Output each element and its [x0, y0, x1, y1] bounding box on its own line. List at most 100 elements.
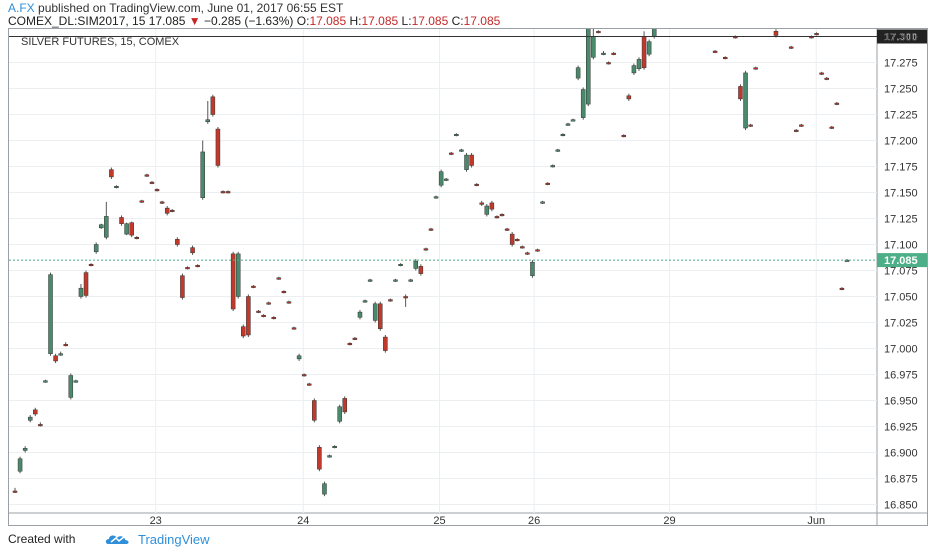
time-tick-label: Jun [807, 515, 825, 525]
candle [220, 190, 226, 194]
price-label-text: 17.300 [884, 32, 918, 44]
candle-body [489, 202, 495, 210]
candle [164, 206, 170, 216]
candle [712, 50, 718, 54]
candle-body [286, 301, 292, 304]
candle [484, 203, 490, 217]
publish-line: A.FX published on TradingView.com, June … [8, 1, 343, 15]
candle [449, 151, 454, 156]
candle [139, 199, 145, 203]
candle [469, 152, 474, 168]
candle-body [398, 264, 403, 267]
grid [9, 10, 927, 525]
candle [83, 270, 89, 298]
ticker-label: COMEX_DL:SIM2017, 15 [8, 14, 146, 28]
time-axis[interactable]: 23 24 25 26 29 Jun [150, 515, 826, 527]
candle-body [575, 67, 581, 79]
candle-body [596, 31, 601, 34]
candle [413, 259, 419, 271]
tradingview-brand[interactable]: TradingView [138, 532, 210, 547]
candle-body [301, 374, 307, 377]
candle [479, 200, 484, 207]
candle-body [256, 310, 261, 313]
candle-body [195, 265, 200, 268]
price-tick-label: 17.050 [884, 292, 918, 304]
candle [93, 242, 99, 254]
candle [175, 237, 180, 247]
candle-body [530, 261, 535, 276]
candle-body [88, 264, 94, 267]
candle [327, 454, 332, 458]
candle-body [479, 202, 484, 205]
price-tick-label: 16.975 [884, 370, 918, 382]
author-link[interactable]: A.FX [8, 1, 35, 15]
candle [241, 324, 246, 339]
candle-body [367, 279, 373, 282]
candle [514, 238, 520, 242]
price-tick-label: 17.125 [884, 214, 918, 226]
candle [631, 63, 637, 75]
candle-body [565, 123, 571, 126]
candle-body [210, 96, 216, 115]
candle [535, 248, 540, 252]
candle [829, 125, 835, 130]
candle-body [220, 191, 226, 194]
candle-body [317, 447, 322, 470]
candle-body [631, 65, 637, 74]
candle-body [834, 102, 840, 105]
candle [190, 245, 195, 255]
candle-body [276, 277, 282, 280]
candle-body [180, 275, 185, 298]
candle [621, 134, 627, 138]
candle [73, 379, 79, 383]
candle [276, 276, 282, 280]
candle-body [38, 424, 43, 427]
candle [499, 213, 505, 217]
candle [367, 278, 373, 282]
candle [124, 222, 129, 236]
candle [170, 209, 175, 213]
candle-body [438, 171, 444, 186]
candle-body [225, 191, 231, 194]
candle-body [144, 174, 150, 177]
candle [185, 266, 190, 270]
candle [144, 173, 150, 177]
price-label-text: 17.085 [884, 255, 918, 267]
candle-body [78, 287, 84, 297]
price-tick-label: 17.300 [884, 32, 918, 44]
candle-body [170, 209, 175, 212]
candle-body [164, 207, 170, 214]
candle [306, 382, 312, 386]
candle-body [433, 196, 439, 199]
candlestick-chart[interactable]: SILVER FUTURES, 15, COMEX 17.300 17.085 1… [9, 0, 927, 527]
candle-body [73, 380, 79, 383]
price-tick-label: 17.225 [884, 110, 918, 122]
candle-body [154, 189, 160, 192]
candle-body [550, 165, 556, 168]
candle-body [129, 222, 134, 236]
candle-body [555, 149, 561, 152]
open-value: 17.085 [309, 14, 347, 28]
candle-body [626, 95, 632, 100]
low-value: 17.085 [411, 14, 449, 28]
candle [545, 182, 550, 186]
candle-body [591, 36, 596, 58]
candle-body [306, 383, 312, 386]
candle-body [393, 279, 398, 282]
candle [839, 287, 845, 291]
candle [525, 251, 530, 255]
candle-body [535, 249, 540, 252]
price-tick-label: 16.925 [884, 422, 918, 434]
chart-frame[interactable]: SILVER FUTURES, 15, COMEX 17.300 17.085 1… [8, 0, 928, 527]
price-axis[interactable]: 17.42517.40017.37517.35017.32517.30017.2… [884, 6, 918, 512]
candle-body [68, 375, 74, 398]
price-tick-label: 16.900 [884, 448, 918, 460]
candle-body [651, 22, 657, 37]
candle [540, 200, 545, 204]
price-tick-label: 17.100 [884, 240, 918, 252]
candle [109, 167, 114, 179]
candle [550, 164, 556, 168]
candle-body [43, 380, 48, 383]
candle-body [601, 52, 606, 55]
candle [423, 247, 429, 251]
